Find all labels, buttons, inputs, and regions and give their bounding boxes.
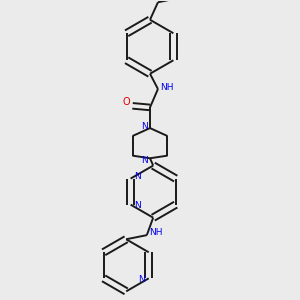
Text: NH: NH <box>160 82 174 91</box>
Text: N: N <box>138 275 145 284</box>
Text: N: N <box>142 122 148 131</box>
Text: N: N <box>134 201 141 210</box>
Text: N: N <box>142 156 148 165</box>
Text: N: N <box>134 172 141 181</box>
Text: O: O <box>123 97 130 107</box>
Text: NH: NH <box>150 228 163 237</box>
